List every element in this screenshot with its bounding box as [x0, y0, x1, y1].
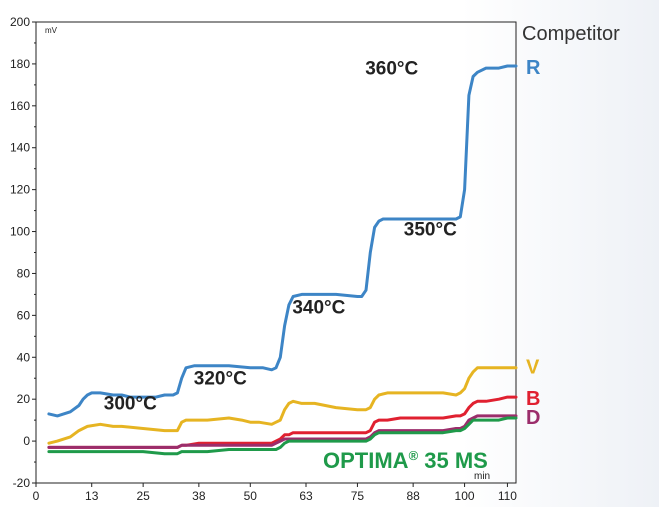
- y-axis-unit: mV: [45, 26, 58, 35]
- y-tick-label: 80: [17, 266, 31, 280]
- optima-label: OPTIMA® 35 MS: [323, 448, 488, 473]
- temperature-annotation: 350°C: [404, 220, 457, 241]
- competitor-heading: Competitor: [522, 23, 620, 45]
- series-line: [47, 366, 518, 445]
- x-axis-unit: min: [474, 471, 490, 482]
- series-lines: [47, 64, 518, 456]
- optima-label-name: OPTIMA: [323, 448, 409, 473]
- x-tick-label: 13: [85, 489, 99, 503]
- optima-label-reg: ®: [409, 448, 419, 463]
- y-tick-label: 0: [23, 434, 30, 448]
- optima-label-model: 35 MS: [418, 448, 488, 473]
- series-end-label: D: [526, 407, 540, 429]
- y-tick-label: 160: [10, 99, 30, 113]
- series-line: [47, 414, 518, 449]
- x-tick-label: 50: [244, 489, 258, 503]
- temperature-annotation: 320°C: [194, 369, 247, 390]
- x-tick-label: 38: [192, 489, 206, 503]
- y-tick-label: 20: [17, 392, 31, 406]
- temperature-annotation: 360°C: [365, 58, 418, 79]
- x-tick-label: 88: [406, 489, 420, 503]
- x-tick-label: 0: [33, 489, 40, 503]
- x-tick-label: 63: [299, 489, 313, 503]
- series-end-label: V: [526, 357, 540, 379]
- x-tick-label: 110: [498, 489, 517, 503]
- series-line: [47, 64, 518, 418]
- y-tick-label: 100: [10, 225, 30, 239]
- x-tick-label: 25: [136, 489, 150, 503]
- x-tick-label: 100: [455, 489, 475, 503]
- series-line: [47, 416, 518, 456]
- y-tick-label: 140: [10, 141, 30, 155]
- temperature-annotation: 340°C: [292, 297, 345, 318]
- y-tick-label: 200: [10, 15, 30, 29]
- series-end-label: R: [526, 57, 541, 79]
- y-tick-label: 120: [10, 183, 30, 197]
- y-tick-label: -20: [13, 476, 31, 490]
- y-tick-label: 40: [17, 350, 31, 364]
- x-tick-label: 75: [351, 489, 365, 503]
- y-tick-label: 180: [10, 57, 30, 71]
- series-end-label: B: [526, 388, 540, 410]
- y-tick-label: 60: [17, 308, 31, 322]
- temperature-annotation: 300°C: [104, 394, 157, 415]
- chart-labels: 300°C 320°C 340°C 350°C 360°C R VBD: [104, 57, 541, 429]
